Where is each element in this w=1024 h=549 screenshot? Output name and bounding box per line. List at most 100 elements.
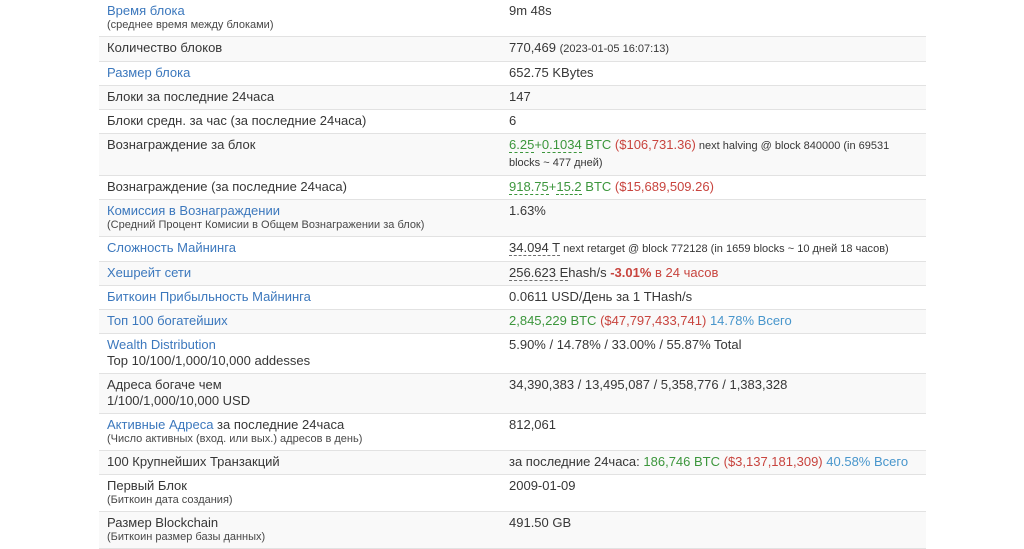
row-value-first-block: 2009-01-09 — [501, 475, 926, 512]
value-text: BTC — [581, 137, 615, 152]
row-label-main: Активные Адреса за последние 24часа — [107, 417, 493, 433]
table-row-blocks-last-24h: Блоки за последние 24часа 147 — [99, 85, 926, 110]
table-row-addresses-richer-than: Адреса богаче чем 1/100/1,000/10,000 USD 3… — [99, 373, 926, 414]
row-value-network-hashrate: 256.623 Ehash/s -3.01% в 24 часов — [501, 262, 926, 286]
row-label-mining-difficulty: Сложность Майнинга — [99, 237, 501, 262]
row-label-block-size: Размер блока — [99, 62, 501, 86]
row-value-mining-difficulty: 34.094 T next retarget @ block 772128 (i… — [501, 237, 926, 262]
value-text: 34.094 T — [509, 240, 561, 256]
row-value-reward-last-24h: 918.75+15.2 BTC ($15,689,509.26) — [501, 176, 926, 200]
label-subtext: (Биткоин размер базы данных) — [107, 531, 266, 543]
value-text: 2009-01-09 — [509, 478, 576, 493]
stats-table-body: Время блока (среднее время между блоками)… — [99, 0, 926, 549]
table-row-mining-difficulty: Сложность Майнинга 34.094 T next retarget… — [99, 237, 926, 262]
table-row-mining-profitability: Биткоин Прибыльность Майнинга 0.0611 USD/… — [99, 286, 926, 310]
value-text: hash/s — [568, 265, 611, 280]
row-value-fee-in-reward: 1.63% — [501, 200, 926, 237]
row-value-blocks-last-24h: 147 — [501, 86, 926, 110]
top-100-richest-link[interactable]: Топ 100 богатейших — [107, 313, 228, 328]
row-value-addresses-richer-than: 34,390,383 / 13,495,087 / 5,358,776 / 1,… — [501, 374, 926, 414]
row-label-main: Первый Блок — [107, 478, 493, 494]
label-subtext: Top 10/100/1,000/10,000 addesses — [107, 353, 311, 368]
value-link[interactable]: 14.78% Всего — [709, 313, 792, 328]
value-text: 1.63% — [509, 203, 546, 218]
value-text: BTC — [581, 179, 615, 194]
label-text: Количество блоков — [107, 40, 223, 55]
block-time-link[interactable]: Время блока — [107, 3, 185, 18]
value-text: + — [534, 137, 542, 152]
label-text: Вознаграждение (за последние 24часа) — [107, 179, 347, 194]
value-link[interactable]: 40.58% Всего — [826, 454, 909, 469]
table-row-first-block: Первый Блок (Биткоин дата создания) 2009-0… — [99, 475, 926, 512]
wealth-distribution-link[interactable]: Wealth Distribution — [107, 337, 216, 352]
row-label-main: Вознаграждение за блок — [107, 137, 493, 153]
row-label-main: Количество блоков — [107, 40, 493, 56]
row-value-blocks-avg-per-hour: 6 — [501, 110, 926, 134]
mining-difficulty-link[interactable]: Сложность Майнинга — [107, 240, 236, 255]
row-value-block-reward: 6.25+0.1034 BTC ($106,731.36) next halvi… — [501, 134, 926, 176]
label-subtext: (Биткоин дата создания) — [107, 494, 233, 506]
value-text: 770,469 — [509, 40, 560, 55]
value-text: ($15,689,509.26) — [614, 179, 714, 194]
row-label-blocks-last-24h: Блоки за последние 24часа — [99, 86, 501, 110]
row-label-blockchain-size: Размер Blockchain (Биткоин размер базы да… — [99, 512, 501, 549]
table-row-fee-in-reward: Комиссия в Вознаграждении (Средний Процен… — [99, 199, 926, 237]
active-addresses-link[interactable]: Активные Адреса — [107, 417, 214, 432]
label-text: Вознаграждение за блок — [107, 137, 256, 152]
fee-in-reward-link[interactable]: Комиссия в Вознаграждении — [107, 203, 280, 218]
row-value-block-size: 652.75 KBytes — [501, 62, 926, 86]
row-label-main: Адреса богаче чем — [107, 377, 493, 393]
row-label-blocks-count: Количество блоков — [99, 37, 501, 62]
label-text: Блоки средн. за час (за последние 24часа… — [107, 113, 367, 128]
table-row-blocks-count: Количество блоков 770,469 (2023-01-05 16:… — [99, 36, 926, 62]
label-text: за последние 24часа — [213, 417, 345, 432]
value-text: 0.1034 — [541, 137, 582, 153]
row-label-main: Размер блока — [107, 65, 493, 81]
label-text: Блоки за последние 24часа — [107, 89, 275, 104]
row-value-mining-profitability: 0.0611 USD/День за 1 THash/s — [501, 286, 926, 310]
row-label-main: Размер Blockchain — [107, 515, 493, 531]
label-text: 100 Крупнейших Транзакций — [107, 454, 280, 469]
row-label-wealth-distribution: Wealth Distribution Top 10/100/1,000/10,0… — [99, 334, 501, 374]
value-text: 491.50 GB — [509, 515, 572, 530]
row-label-main: Блоки за последние 24часа — [107, 89, 493, 105]
row-label-mining-profitability: Биткоин Прибыльность Майнинга — [99, 286, 501, 310]
value-text: -3.01% — [610, 265, 652, 280]
value-text: 6.25 — [509, 137, 535, 153]
value-text: (2023-01-05 16:07:13) — [559, 43, 670, 55]
label-subtext: (Средний Процент Комисии в Общем Вознагр… — [107, 219, 425, 231]
value-text: + — [548, 179, 557, 194]
value-text: 256.623 E — [509, 265, 569, 281]
table-row-top-100-richest: Топ 100 богатейших 2,845,229 BTC ($47,797… — [99, 309, 926, 334]
row-label-main: Топ 100 богатейших — [107, 313, 493, 329]
row-label-top-100-transactions: 100 Крупнейших Транзакций — [99, 451, 501, 475]
label-text: Адреса богаче чем — [107, 377, 222, 392]
row-value-active-addresses: 812,061 — [501, 414, 926, 451]
row-label-main: Вознаграждение (за последние 24часа) — [107, 179, 493, 195]
table-row-block-time: Время блока (среднее время между блоками)… — [99, 0, 926, 37]
bitcoin-stats-table: Время блока (среднее время между блоками)… — [99, 0, 926, 549]
value-text: 6 — [509, 113, 517, 128]
row-label-block-reward: Вознаграждение за блок — [99, 134, 501, 176]
row-label-block-time: Время блока (среднее время между блоками) — [99, 0, 501, 37]
row-label-blocks-avg-per-hour: Блоки средн. за час (за последние 24часа… — [99, 110, 501, 134]
value-text: 15.2 — [556, 179, 582, 195]
value-text: 918.75 — [509, 179, 549, 195]
row-value-block-time: 9m 48s — [501, 0, 926, 37]
value-text: 0.0611 USD/День за 1 THash/s — [509, 289, 693, 304]
row-label-main: 100 Крупнейших Транзакций — [107, 454, 493, 470]
block-size-link[interactable]: Размер блока — [107, 65, 191, 80]
network-hashrate-link[interactable]: Хешрейт сети — [107, 265, 192, 280]
value-text: в 24 часов — [651, 265, 719, 280]
value-text: 5.90% / 14.78% / 33.00% / 55.87% Total — [509, 337, 742, 352]
row-label-network-hashrate: Хешрейт сети — [99, 262, 501, 286]
label-text: Первый Блок — [107, 478, 187, 493]
table-row-blockchain-size: Размер Blockchain (Биткоин размер базы да… — [99, 511, 926, 549]
value-text: 147 — [509, 89, 531, 104]
mining-profitability-link[interactable]: Биткоин Прибыльность Майнинга — [107, 289, 311, 304]
row-label-first-block: Первый Блок (Биткоин дата создания) — [99, 475, 501, 512]
label-subtext: (Число активных (вход. или вых.) адресов… — [107, 433, 363, 445]
label-text: Размер Blockchain — [107, 515, 219, 530]
table-row-active-addresses: Активные Адреса за последние 24часа (Числ… — [99, 414, 926, 451]
row-value-wealth-distribution: 5.90% / 14.78% / 33.00% / 55.87% Total — [501, 334, 926, 374]
